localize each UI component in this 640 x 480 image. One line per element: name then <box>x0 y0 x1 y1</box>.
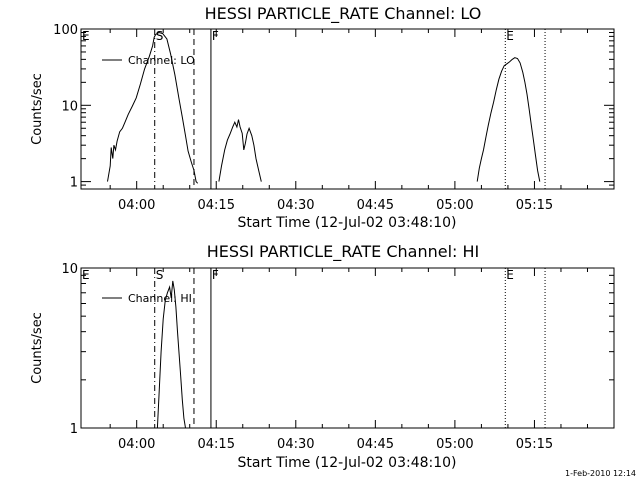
footer-timestamp: 1-Feb-2010 12:14 <box>565 469 636 478</box>
chart-title: HESSI PARTICLE_RATE Channel: LO <box>205 4 482 24</box>
series-line-segment <box>218 119 262 182</box>
event-marker-label: S <box>156 29 164 43</box>
legend: Channel: LO <box>102 54 195 67</box>
y-tick-label: 10 <box>61 262 78 277</box>
data-series <box>107 31 541 184</box>
x-axis-label: Start Time (12-Jul-02 03:48:10) <box>237 455 456 471</box>
x-tick-label: 04:45 <box>357 198 394 213</box>
axis-ticks: 04:00 04:15 04:30 04:45 05:00 05:15 1 10 100 <box>53 23 615 213</box>
series-line-segment <box>107 31 199 184</box>
x-tick-label: 05:15 <box>516 198 553 213</box>
y-tick-label: 1 <box>70 176 78 191</box>
chart-title: HESSI PARTICLE_RATE Channel: HI <box>207 242 480 262</box>
x-tick-label: 05:00 <box>436 198 473 213</box>
x-tick-label: 04:30 <box>277 198 314 213</box>
plot-frame <box>80 267 615 429</box>
legend-label: Channel: HI <box>128 292 192 305</box>
event-marker-label: E <box>506 268 514 282</box>
data-series <box>156 280 186 428</box>
plot-frame <box>80 28 615 190</box>
x-tick-label: 05:00 <box>436 437 473 452</box>
series-line-segment <box>156 280 186 428</box>
legend-label: Channel: LO <box>128 54 195 67</box>
x-tick-label: 04:45 <box>357 437 394 452</box>
x-tick-label: 04:00 <box>118 437 155 452</box>
x-tick-label: 04:15 <box>198 198 235 213</box>
x-tick-label: 04:30 <box>277 437 314 452</box>
y-tick-label: 1 <box>70 422 78 437</box>
event-marker-label: F <box>212 29 219 43</box>
axis-ticks: 04:00 04:15 04:30 04:45 05:00 05:15 1 10 <box>61 262 615 452</box>
x-tick-label: 05:15 <box>516 437 553 452</box>
legend: Channel: HI <box>102 292 192 305</box>
series-line-segment <box>476 57 541 182</box>
event-marker-label: F <box>212 268 219 282</box>
x-tick-label: 04:15 <box>198 437 235 452</box>
x-axis-label: Start Time (12-Jul-02 03:48:10) <box>237 215 456 231</box>
event-marker-label: E <box>506 29 514 43</box>
x-tick-label: 04:00 <box>118 198 155 213</box>
y-tick-label: 100 <box>53 23 78 38</box>
y-tick-label: 10 <box>61 99 78 114</box>
y-axis-label: Counts/sec <box>30 73 45 145</box>
event-marker-label: S <box>156 268 164 282</box>
y-axis-label: Counts/sec <box>30 312 45 384</box>
